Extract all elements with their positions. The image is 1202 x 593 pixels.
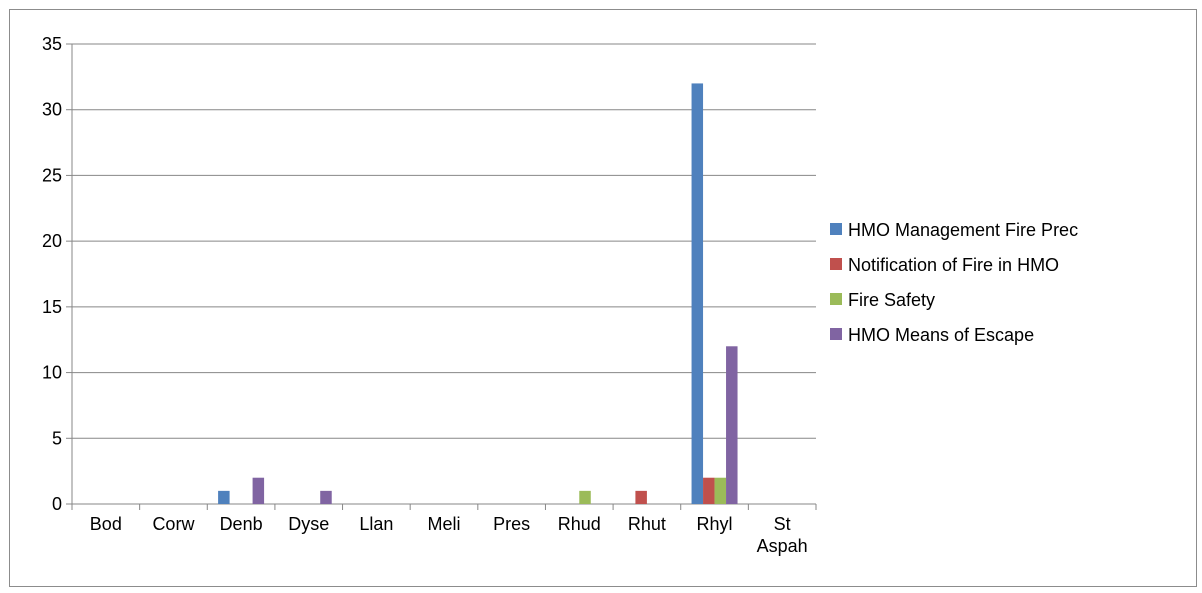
x-tick-label: Bod: [90, 514, 122, 534]
legend-swatch: [830, 328, 842, 340]
y-tick-label: 0: [52, 494, 62, 514]
y-tick-label: 20: [42, 231, 62, 251]
bar: [252, 477, 265, 504]
bar: [218, 490, 230, 504]
bar: [579, 490, 591, 504]
bar: [714, 477, 727, 504]
x-axis: Bod Corw Denb Dyse Llan Meli Pres Rhud Rhut Rhyl S…: [71, 503, 817, 556]
bar: [320, 490, 332, 504]
x-tick-label: Pres: [493, 514, 530, 534]
chart-frame: 0 5 10 15 20 25 30 35 Bod Corw Denb Dyse Llan Meli Pr…: [9, 9, 1197, 587]
x-tick-label: Rhyl: [697, 514, 733, 534]
bar: [703, 477, 715, 504]
y-tick-label: 35: [42, 34, 62, 54]
y-tick-label: 30: [42, 100, 62, 120]
x-tick-label: Llan: [359, 514, 393, 534]
bar: [691, 83, 704, 504]
legend-label: HMO Management Fire Prec: [848, 220, 1078, 240]
legend-label: Fire Safety: [848, 290, 935, 310]
y-tick-label: 15: [42, 297, 62, 317]
legend: HMO Management Fire Prec Notification of …: [830, 220, 1078, 345]
x-tick-label: Dyse: [288, 514, 329, 534]
legend-label: Notification of Fire in HMO: [848, 255, 1059, 275]
bar: [635, 490, 647, 504]
gridlines: [72, 43, 816, 439]
legend-swatch: [830, 258, 842, 270]
legend-label: HMO Means of Escape: [848, 325, 1034, 345]
y-tick-label: 5: [52, 428, 62, 448]
x-tick-label: Meli: [427, 514, 460, 534]
y-tick-label: 10: [42, 363, 62, 383]
legend-swatch: [830, 293, 842, 305]
bar: [726, 346, 738, 504]
x-tick-label: Rhut: [628, 514, 666, 534]
bar-chart: 0 5 10 15 20 25 30 35 Bod Corw Denb Dyse Llan Meli Pr…: [42, 34, 1078, 556]
x-tick-label: Denb: [220, 514, 263, 534]
y-axis: 0 5 10 15 20 25 30 35: [42, 34, 73, 514]
x-tick-label: St Aspah: [757, 514, 808, 556]
y-tick-label: 25: [42, 165, 62, 185]
bars: [218, 83, 738, 504]
x-tick-label: Rhud: [558, 514, 601, 534]
legend-swatch: [830, 223, 842, 235]
x-tick-label: Corw: [152, 514, 195, 534]
